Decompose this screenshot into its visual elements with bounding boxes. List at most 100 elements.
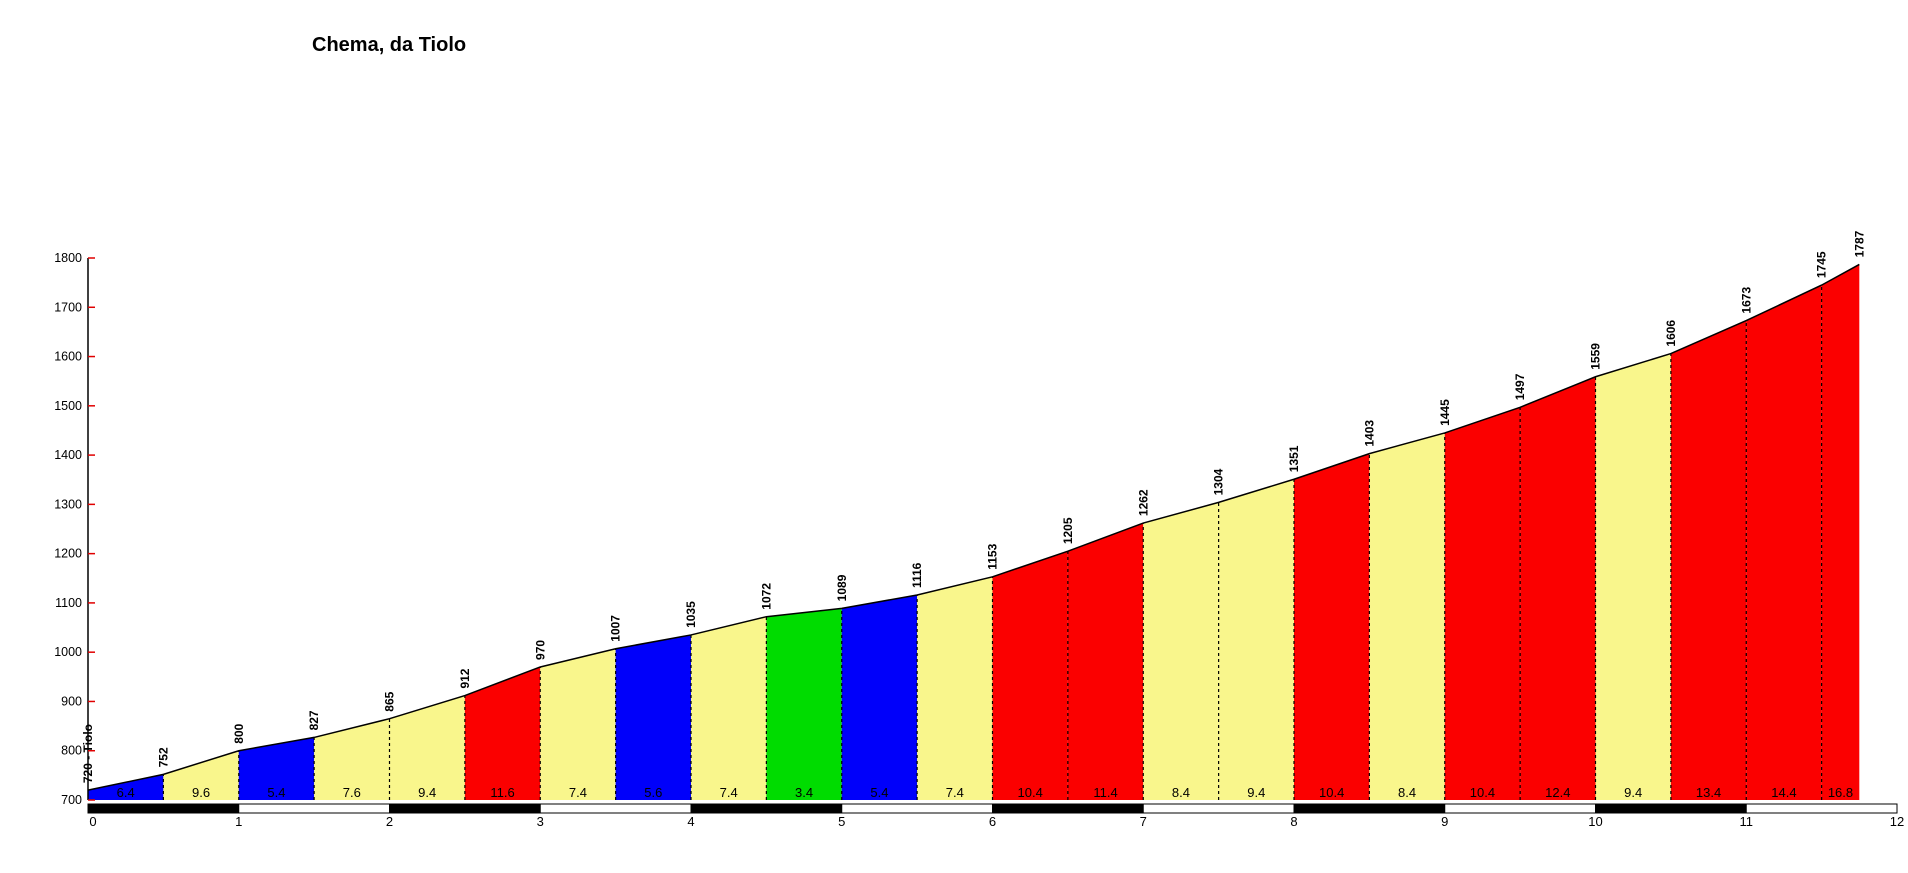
y-axis-label: 1600 bbox=[54, 350, 82, 364]
gradient-segment bbox=[464, 666, 541, 800]
gradient-label: 11.4 bbox=[1093, 785, 1117, 800]
gradient-label: 8.4 bbox=[1172, 785, 1190, 800]
gradient-segment bbox=[992, 551, 1068, 800]
elevation-label: 912 bbox=[458, 668, 472, 688]
gradient-segment bbox=[1520, 376, 1596, 800]
x-axis-label: 11 bbox=[1740, 814, 1754, 829]
km-scale-bar-segment bbox=[1745, 803, 1898, 814]
y-axis-label: 1700 bbox=[54, 300, 82, 314]
x-axis-label: 9 bbox=[1441, 814, 1448, 829]
elevation-label: 827 bbox=[307, 710, 321, 730]
km-scale-bar-segment bbox=[1293, 803, 1446, 814]
y-axis-label: 1000 bbox=[54, 645, 82, 659]
km-scale-bar-segment bbox=[1595, 803, 1747, 814]
elevation-label: 1304 bbox=[1212, 468, 1226, 495]
gradient-segment bbox=[1821, 264, 1860, 800]
gradient-label: 5.4 bbox=[267, 785, 285, 800]
gradient-label: 7.4 bbox=[720, 785, 738, 800]
gradient-label: 9.6 bbox=[192, 785, 210, 800]
elevation-label: 1606 bbox=[1664, 320, 1678, 347]
y-axis-label: 900 bbox=[61, 694, 82, 708]
elevation-label: 1351 bbox=[1287, 445, 1301, 472]
gradient-segment bbox=[1369, 432, 1445, 800]
y-axis-label: 1500 bbox=[54, 399, 82, 413]
elevation-label: 1559 bbox=[1589, 343, 1603, 370]
x-axis-label: 3 bbox=[537, 814, 544, 829]
gradient-segment bbox=[841, 595, 918, 800]
elevation-label: 1007 bbox=[609, 615, 623, 642]
x-axis-label: 1 bbox=[235, 814, 242, 829]
gradient-label: 5.6 bbox=[644, 785, 662, 800]
gradient-label: 16.8 bbox=[1828, 785, 1853, 800]
elevation-label: 1116 bbox=[910, 562, 924, 588]
gradient-segment bbox=[1067, 523, 1144, 800]
gradient-label: 8.4 bbox=[1398, 785, 1416, 800]
gradient-segment bbox=[917, 576, 993, 800]
x-axis-label: 0 bbox=[89, 814, 96, 829]
gradient-label: 9.4 bbox=[418, 785, 436, 800]
y-axis-label: 1800 bbox=[54, 251, 82, 265]
km-scale-bar-segment bbox=[539, 803, 692, 814]
elevation-label: 800 bbox=[232, 723, 246, 743]
gradient-segment bbox=[314, 718, 390, 800]
gradient-segment bbox=[163, 750, 239, 800]
elevation-label: 1787 bbox=[1852, 230, 1866, 257]
gradient-label: 10.4 bbox=[1319, 785, 1344, 800]
gradient-segment bbox=[766, 608, 842, 800]
x-axis-label: 6 bbox=[989, 814, 996, 829]
x-axis-label: 7 bbox=[1140, 814, 1147, 829]
x-axis-label: 10 bbox=[1588, 814, 1602, 829]
gradient-label: 7.4 bbox=[946, 785, 964, 800]
elevation-label: 1089 bbox=[835, 574, 849, 601]
x-axis-label: 2 bbox=[386, 814, 393, 829]
x-axis-label: 4 bbox=[687, 814, 694, 829]
y-axis-label: 1100 bbox=[55, 596, 82, 610]
km-scale-bar-segment bbox=[389, 803, 541, 814]
elevation-label: 752 bbox=[156, 747, 170, 767]
gradient-segment bbox=[615, 634, 691, 800]
gradient-segment bbox=[1143, 502, 1219, 800]
elevation-label: 1035 bbox=[684, 601, 698, 628]
gradient-segment bbox=[691, 616, 767, 800]
elevation-label: 1445 bbox=[1438, 399, 1452, 426]
gradient-segment bbox=[238, 737, 315, 800]
gradient-segment bbox=[88, 774, 164, 800]
gradient-label: 6.4 bbox=[117, 785, 135, 800]
gradient-label: 10.4 bbox=[1470, 785, 1495, 800]
elevation-label: 1205 bbox=[1061, 517, 1075, 544]
chart-title: Chema, da Tiolo bbox=[312, 34, 467, 56]
km-scale-bar-segment bbox=[992, 803, 1144, 814]
x-axis-label: 8 bbox=[1290, 814, 1297, 829]
elevation-label: 1153 bbox=[986, 543, 1000, 569]
elevation-label: 1403 bbox=[1362, 420, 1376, 447]
gradient-label: 10.4 bbox=[1018, 785, 1043, 800]
gradient-segment bbox=[1595, 353, 1671, 800]
elevation-label: 720 - Tiolo bbox=[81, 724, 95, 783]
y-axis-label: 1200 bbox=[54, 547, 82, 561]
elevation-label: 1072 bbox=[759, 583, 773, 610]
gradient-segment bbox=[389, 695, 465, 800]
km-scale-bar-segment bbox=[238, 803, 390, 814]
gradient-segment bbox=[1294, 453, 1370, 800]
gradient-label: 7.4 bbox=[569, 785, 587, 800]
gradient-label: 5.4 bbox=[870, 785, 888, 800]
x-axis-label: 5 bbox=[838, 814, 845, 829]
km-scale-bar-segment bbox=[690, 803, 843, 814]
km-scale-bar-segment bbox=[87, 803, 240, 814]
gradient-segment bbox=[1444, 407, 1521, 800]
elevation-label: 1262 bbox=[1136, 489, 1150, 516]
y-axis-label: 1300 bbox=[54, 497, 82, 511]
gradient-label: 9.4 bbox=[1624, 785, 1642, 800]
gradient-label: 12.4 bbox=[1545, 785, 1570, 800]
elevation-label: 970 bbox=[533, 640, 547, 660]
x-axis-label: 12 bbox=[1890, 814, 1904, 829]
gradient-label: 13.4 bbox=[1696, 785, 1721, 800]
y-axis-label: 800 bbox=[61, 744, 82, 758]
km-scale-bar-segment bbox=[841, 803, 993, 814]
gradient-segment bbox=[540, 648, 616, 800]
y-axis-label: 700 bbox=[61, 793, 82, 807]
elevation-label: 865 bbox=[383, 691, 397, 711]
gradient-label: 7.6 bbox=[343, 785, 361, 800]
